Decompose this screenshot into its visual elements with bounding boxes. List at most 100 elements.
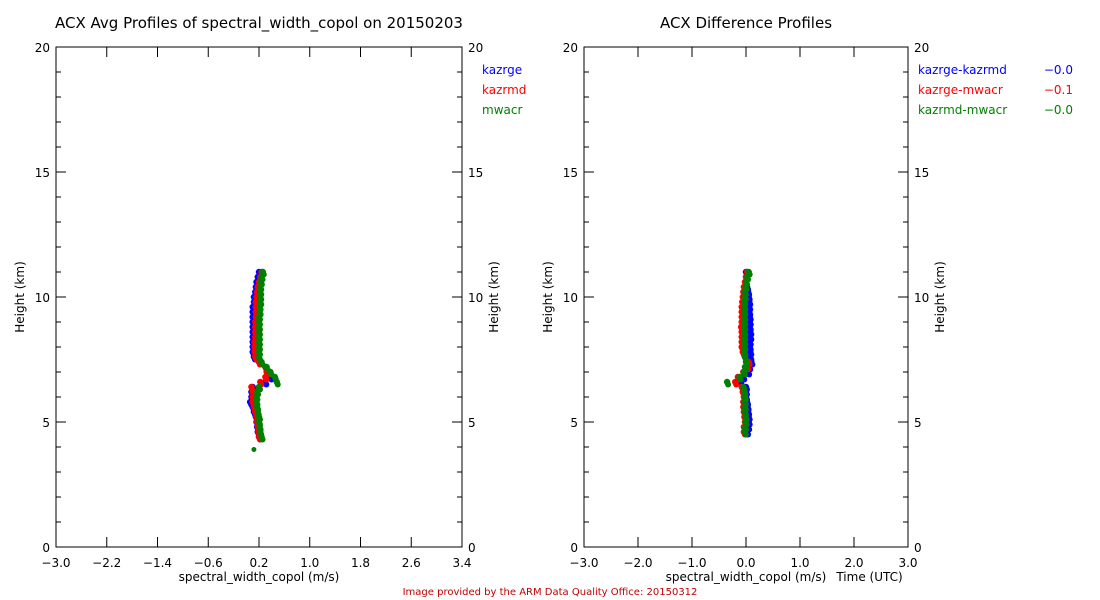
data-point-kazrmd-mwacr: [744, 361, 750, 368]
data-point-mwacr: [264, 366, 271, 373]
data-point-kazrmd-mwacr: [746, 271, 753, 278]
data-point-mwacr: [257, 341, 263, 348]
data-point-mwacr: [259, 361, 266, 368]
data-point-kazrmd-mwacr: [737, 376, 744, 383]
legend-label-kazrmd-mwacr: kazrmd-mwacr: [918, 103, 1007, 117]
data-point-kazrmd-mwacr: [742, 326, 749, 333]
data-point-mwacr: [272, 376, 279, 383]
data-point-kazrge-mwacr: [733, 381, 740, 388]
data-point-kazrmd-mwacr: [743, 416, 750, 423]
y-tick-label-right: 10: [914, 291, 929, 305]
data-point-mwacr: [259, 436, 266, 443]
data-point-kazrmd-mwacr: [742, 336, 749, 343]
data-point-kazrmd-mwacr: [742, 406, 749, 413]
y-tick-label: 10: [563, 291, 578, 305]
data-point-mwacr: [260, 271, 267, 278]
x-tick-label: −1.0: [677, 556, 706, 570]
legend-value-kazrge-kazrmd: −0.0: [1044, 63, 1073, 77]
y-tick-label-right: 20: [914, 41, 929, 55]
legend-value-kazrge-mwacr: −0.1: [1044, 83, 1073, 97]
y-tick-label: 15: [563, 166, 578, 180]
data-point-mwacr: [258, 296, 265, 303]
data-point-kazrmd-mwacr: [743, 421, 750, 428]
data-point-mwacr: [258, 281, 265, 288]
data-point-kazrmd-mwacr: [742, 331, 749, 338]
data-point-mwacr: [257, 321, 263, 328]
data-point-kazrmd-mwacr: [742, 306, 749, 313]
y-tick-label-right: 15: [914, 166, 929, 180]
credit-text: Image provided by the ARM Data Quality O…: [402, 587, 698, 598]
x-tick-label: 0.0: [736, 556, 755, 570]
x-tick-label: 1.0: [300, 556, 319, 570]
y-axis-label-right: Height (km): [933, 261, 947, 332]
data-point-kazrmd-mwacr: [743, 286, 750, 293]
data-point-kazrge-kazrmd: [747, 306, 754, 313]
data-point-mwacr: [254, 396, 261, 403]
data-point-kazrmd-mwacr: [744, 281, 750, 288]
data-point-kazrmd: [263, 376, 270, 383]
data-point-mwacr: [268, 371, 275, 378]
data-point-kazrmd-mwacr: [741, 386, 748, 393]
y-tick-label: 5: [42, 416, 50, 430]
data-point-kazrmd-mwacr: [742, 351, 749, 358]
x-tick-label: −1.4: [143, 556, 172, 570]
x-tick-label: −3.0: [41, 556, 70, 570]
data-point-kazrmd-mwacr: [742, 396, 749, 403]
legend-label-kazrge-kazrmd: kazrge-kazrmd: [918, 63, 1007, 77]
data-point-kazrge: [263, 381, 270, 388]
data-point-mwacr: [274, 381, 281, 388]
x-tick-label: 0.2: [249, 556, 268, 570]
data-point-kazrmd-mwacr: [742, 346, 749, 353]
data-point-kazrmd-mwacr: [742, 401, 749, 408]
data-point-mwacr: [257, 346, 263, 353]
y-tick-label: 20: [563, 41, 578, 55]
data-point-mwacr: [258, 291, 265, 298]
x-axis-label: spectral_width_copol (m/s): [179, 570, 340, 584]
x-axis-label-overlap: Time (UTC): [835, 570, 902, 584]
data-point-kazrmd-mwacr: [742, 301, 749, 308]
data-point-kazrge-kazrmd: [747, 301, 754, 308]
y-tick-label-right: 15: [468, 166, 483, 180]
y-axis-label-right: Height (km): [487, 261, 501, 332]
y-tick-label: 10: [35, 291, 50, 305]
legend-label-kazrmd: kazrmd: [482, 83, 526, 97]
data-point-kazrge-kazrmd: [747, 341, 754, 348]
data-point-kazrmd-mwacr: [742, 316, 749, 323]
data-point-kazrmd-mwacr: [742, 341, 749, 348]
data-point-mwacr: [257, 326, 263, 333]
data-point-kazrmd-mwacr: [745, 276, 752, 283]
y-tick-label-right: 20: [468, 41, 483, 55]
x-tick-label: 1.8: [351, 556, 370, 570]
legend-label-kazrge-mwacr: kazrge-mwacr: [918, 83, 1003, 97]
x-axis-label: spectral_width_copol (m/s): [666, 570, 827, 584]
data-point-kazrge-kazrmd: [747, 316, 754, 323]
x-tick-label: −0.6: [194, 556, 223, 570]
data-point-mwacr: [254, 401, 261, 408]
data-point-kazrmd-mwacr: [742, 411, 749, 418]
data-point-mwacr: [255, 391, 262, 398]
y-tick-label: 20: [35, 41, 50, 55]
data-point-mwacr: [257, 306, 264, 313]
x-tick-label: 2.6: [402, 556, 421, 570]
data-point-kazrmd-mwacr: [742, 431, 749, 438]
data-point-kazrmd-mwacr: [742, 426, 749, 433]
data-point-mwacr: [257, 351, 263, 358]
data-point-kazrge-kazrmd: [748, 351, 755, 358]
y-tick-label: 0: [570, 541, 578, 555]
y-tick-label: 15: [35, 166, 50, 180]
data-point-kazrmd-mwacr: [742, 321, 749, 328]
data-point-kazrmd-mwacr: [742, 291, 749, 298]
y-tick-label-right: 5: [468, 416, 476, 430]
data-point-kazrge-kazrmd: [748, 331, 755, 338]
data-point-mwacr: [257, 311, 264, 318]
x-tick-label: 3.4: [452, 556, 471, 570]
y-tick-label: 5: [570, 416, 578, 430]
data-point-mwacr: [257, 416, 263, 423]
legend-value-kazrmd-mwacr: −0.0: [1044, 103, 1073, 117]
data-point-kazrmd-mwacr: [742, 296, 749, 303]
chart-title: ACX Avg Profiles of spectral_width_copol…: [55, 14, 463, 33]
data-point-kazrmd-mwacr: [741, 371, 748, 378]
data-point-mwacr: [257, 336, 263, 343]
legend-label-kazrge: kazrge: [482, 63, 522, 77]
